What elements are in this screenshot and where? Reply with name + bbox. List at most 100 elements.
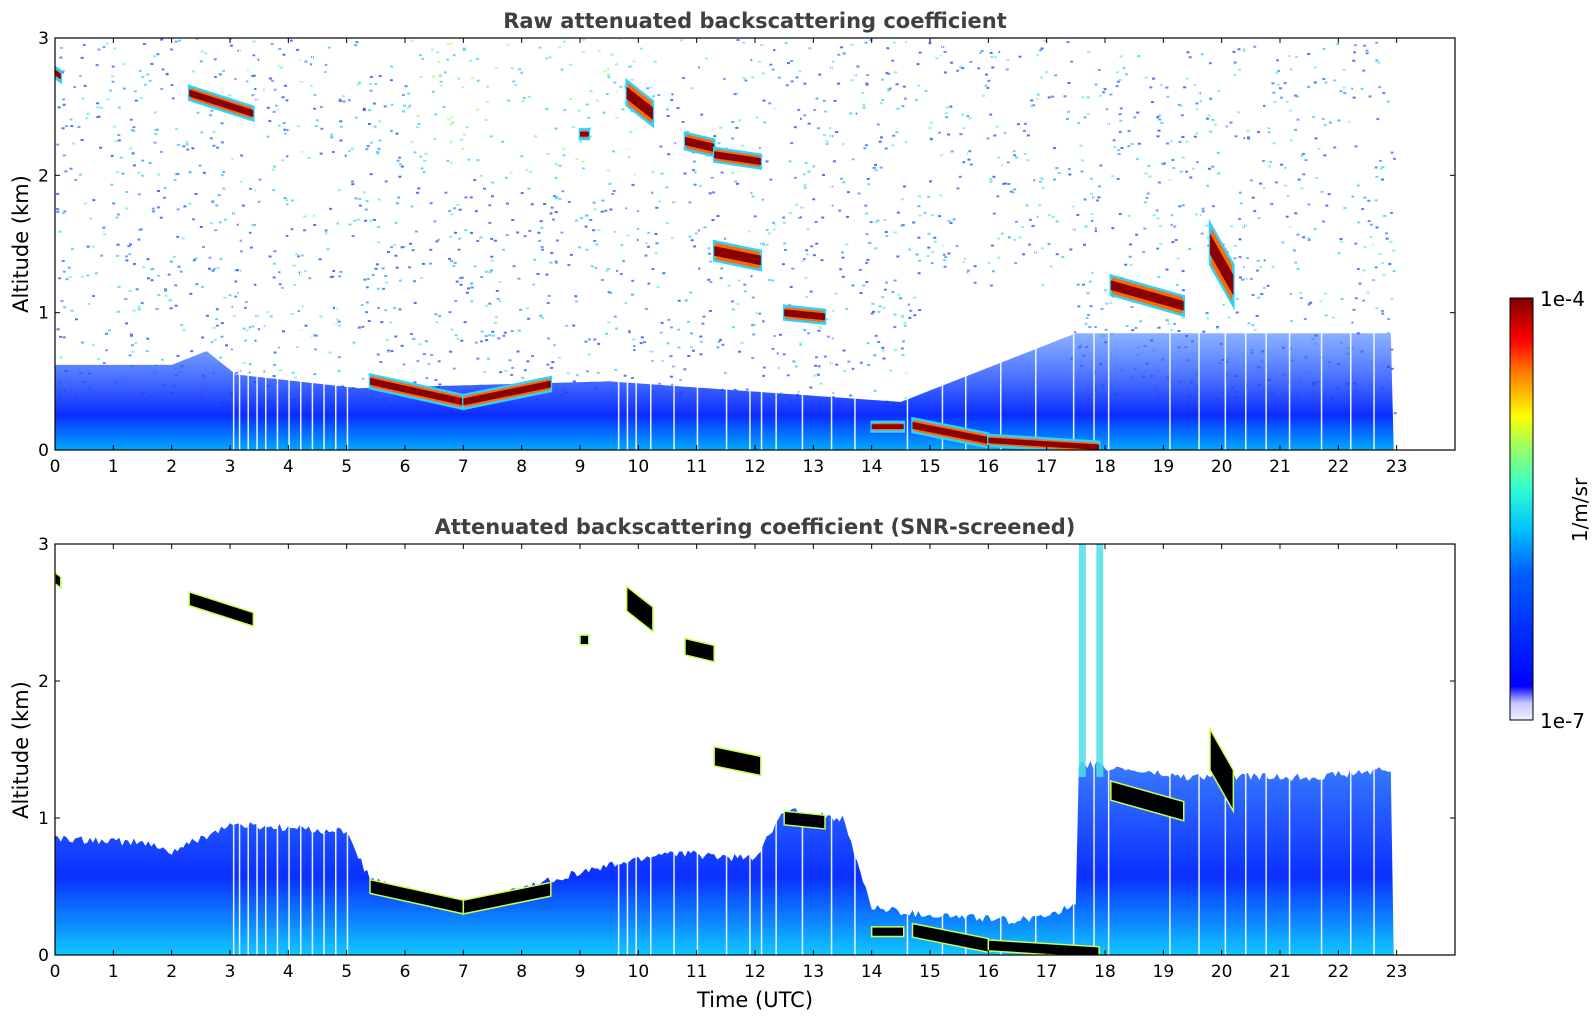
- noise-speckle: [129, 147, 133, 150]
- noise-speckle: [152, 210, 156, 213]
- noise-speckle: [454, 334, 458, 337]
- noise-speckle: [548, 56, 552, 59]
- noise-speckle: [116, 310, 120, 313]
- noise-speckle: [210, 341, 214, 344]
- data-gap-stripe: [626, 544, 629, 955]
- noise-speckle: [832, 160, 836, 163]
- noise-speckle: [891, 59, 895, 62]
- noise-speckle: [804, 295, 808, 298]
- noise-speckle: [382, 287, 385, 290]
- noise-speckle: [550, 251, 554, 254]
- noise-speckle: [1324, 81, 1328, 84]
- noise-speckle: [314, 125, 318, 128]
- noise-speckle: [802, 258, 806, 261]
- data-gap-stripe: [1198, 544, 1200, 955]
- noise-speckle: [460, 339, 464, 342]
- cloud-layers: [55, 65, 1235, 450]
- noise-speckle: [202, 171, 206, 174]
- noise-speckle: [279, 369, 283, 372]
- noise-speckle: [771, 279, 775, 282]
- noise-speckle: [1392, 270, 1396, 273]
- noise-speckle: [80, 56, 84, 59]
- noise-speckle: [486, 85, 490, 88]
- noise-speckle: [862, 106, 866, 109]
- noise-speckle: [105, 332, 108, 335]
- data-gap-stripe: [854, 544, 856, 955]
- noise-speckle: [1118, 79, 1122, 81]
- noise-speckle: [1055, 167, 1059, 170]
- noise-speckle: [1304, 159, 1308, 162]
- noise-speckle: [594, 267, 598, 269]
- data-gap-stripe: [1245, 544, 1247, 955]
- y-tick-label: 0: [38, 441, 49, 461]
- noise-speckle: [1356, 184, 1360, 187]
- noise-speckle: [1116, 80, 1120, 83]
- noise-speckle: [61, 127, 65, 130]
- noise-speckle: [1183, 86, 1187, 89]
- noise-speckle: [679, 378, 683, 381]
- noise-speckle: [815, 356, 818, 359]
- noise-speckle: [433, 138, 437, 141]
- noise-speckle: [1134, 326, 1138, 329]
- noise-speckle: [1369, 223, 1373, 226]
- noise-speckle: [490, 255, 494, 258]
- noise-speckle: [490, 195, 494, 198]
- noise-speckle: [1143, 227, 1147, 230]
- noise-speckle: [550, 366, 554, 369]
- noise-speckle: [735, 92, 739, 95]
- noise-speckle: [474, 341, 478, 344]
- noise-speckle: [546, 152, 550, 155]
- noise-speckle: [607, 73, 611, 76]
- noise-speckle: [821, 216, 825, 219]
- noise-speckle: [781, 263, 785, 266]
- x-tick-label: 5: [341, 457, 352, 477]
- noise-speckle: [812, 165, 816, 168]
- noise-speckle: [521, 376, 525, 379]
- noise-speckle: [530, 203, 534, 206]
- noise-speckle: [280, 66, 284, 69]
- noise-speckle: [116, 243, 120, 246]
- noise-speckle: [603, 70, 607, 73]
- noise-speckle: [119, 156, 123, 159]
- noise-speckle: [640, 336, 644, 339]
- noise-speckle: [369, 141, 373, 144]
- noise-speckle: [671, 93, 675, 96]
- noise-speckle: [111, 65, 115, 68]
- noise-speckle: [775, 352, 779, 355]
- noise-speckle: [285, 234, 289, 237]
- noise-speckle: [1098, 185, 1101, 188]
- noise-speckle: [873, 354, 877, 357]
- noise-speckle: [636, 227, 640, 230]
- noise-speckle: [581, 160, 585, 163]
- noise-speckle: [647, 232, 651, 234]
- noise-speckle: [56, 328, 60, 331]
- noise-speckle: [522, 97, 526, 100]
- noise-speckle: [337, 369, 341, 372]
- noise-speckle: [485, 304, 488, 307]
- noise-speckle: [575, 158, 579, 160]
- noise-speckle: [1173, 322, 1177, 325]
- x-tick-label: 0: [50, 962, 61, 982]
- noise-speckle: [419, 54, 422, 57]
- y-tick-label: 2: [38, 672, 49, 692]
- noise-speckle: [631, 377, 634, 379]
- noise-speckle: [1077, 122, 1080, 125]
- noise-speckle: [523, 369, 527, 372]
- noise-speckle: [400, 344, 404, 347]
- noise-speckle: [528, 95, 532, 98]
- noise-speckle: [700, 113, 704, 116]
- noise-speckle: [605, 332, 608, 335]
- data-gap-stripe: [335, 38, 337, 450]
- noise-speckle: [457, 248, 461, 251]
- noise-speckle: [945, 106, 949, 109]
- noise-speckle: [887, 89, 891, 92]
- x-tick-label: 3: [225, 457, 236, 477]
- noise-speckle: [458, 277, 462, 280]
- noise-speckle: [416, 115, 420, 117]
- noise-speckle: [182, 328, 186, 331]
- noise-speckle: [534, 135, 538, 138]
- noise-speckle: [991, 66, 995, 69]
- noise-speckle: [687, 355, 691, 357]
- noise-speckle: [516, 231, 520, 234]
- noise-speckle: [1130, 143, 1134, 145]
